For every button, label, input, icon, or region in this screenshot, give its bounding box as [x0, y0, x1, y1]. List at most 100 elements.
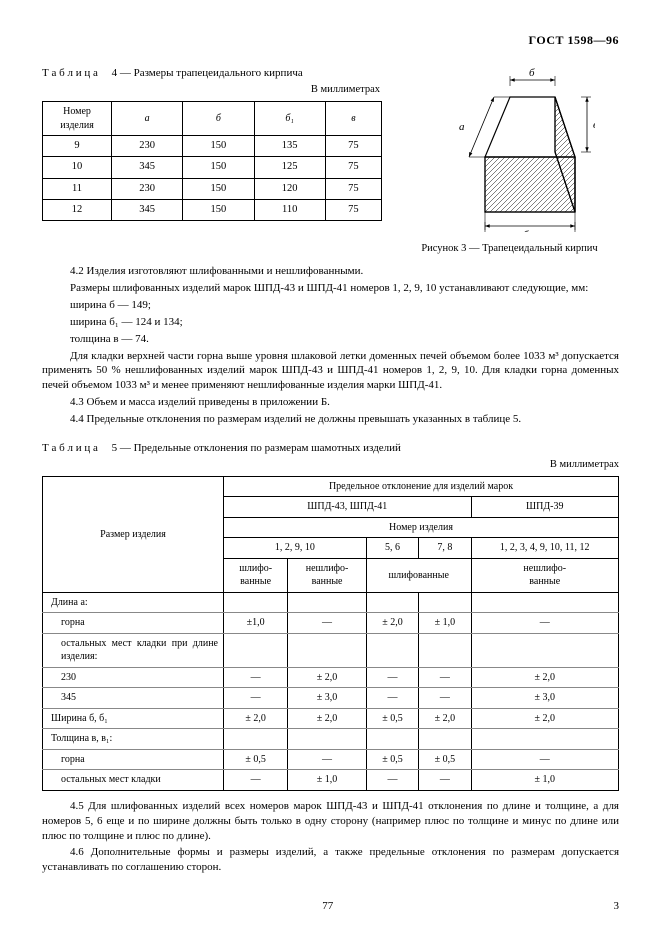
table5-cell: — [288, 749, 367, 770]
table5-rowlabel: остальных мест кладки при длине изделия: [43, 633, 224, 667]
table5-cell [366, 633, 418, 667]
table5-rowlabel: Толщина в, в₁: [43, 729, 224, 750]
table4-cell: 12 [43, 199, 112, 220]
paragraph: 4.2 Изделия изготовляют шлифованными и н… [42, 264, 619, 279]
table5-name: Предельные отклонения по размерам шамотн… [134, 442, 401, 454]
table4-cell: 120 [254, 178, 325, 199]
table5-cell: — [419, 667, 471, 688]
table5-rowlabel: Ширина б, б₁ [43, 708, 224, 729]
table5-cell [288, 592, 367, 613]
table5-cell: ± 3,0 [288, 688, 367, 709]
svg-text:a: a [459, 121, 465, 133]
table4-cell: 75 [325, 157, 381, 178]
table5-header: шлифо-ванные [224, 558, 288, 592]
table5-rowlabel: 345 [43, 688, 224, 709]
table5-header: Номер изделия [224, 517, 619, 538]
table5-rowlabel: горна [43, 613, 224, 634]
table5-cell [419, 592, 471, 613]
table5-prefix: Т а б л и ц а 5 — [42, 442, 131, 454]
table5-cell [471, 592, 619, 613]
table5-cell: ± 3,0 [471, 688, 619, 709]
figure3-diagram: бaвб₁ [425, 62, 595, 232]
table5-cell: — [224, 667, 288, 688]
paragraph: ширина б — 149; [42, 298, 619, 313]
top-section: Т а б л и ц а 4 — Размеры трапецеидально… [42, 62, 619, 256]
table5-header: 7, 8 [419, 538, 471, 559]
table5-cell: — [288, 613, 367, 634]
table4: Номер изделияaбб₁в 923015013575103451501… [42, 101, 382, 221]
table5-cell: ± 2,0 [288, 667, 367, 688]
table5-header: Предельное отклонение для изделий марок [224, 476, 619, 497]
paragraph: 4.5 Для шлифованных изделий всех номеров… [42, 799, 619, 844]
body-paragraphs-1: 4.2 Изделия изготовляют шлифованными и н… [42, 264, 619, 426]
table5-cell [224, 729, 288, 750]
table5-cell: ± 1,0 [288, 770, 367, 791]
table4-cell: 230 [112, 136, 183, 157]
table5-header: нешлифо-ванные [288, 558, 367, 592]
footer-right: 3 [614, 899, 620, 914]
table4-cell: 110 [254, 199, 325, 220]
table4-cell: 75 [325, 136, 381, 157]
doc-header: ГОСТ 1598—96 [42, 32, 619, 48]
table5-cell [366, 729, 418, 750]
table4-prefix: Т а б л и ц а 4 — [42, 67, 131, 79]
svg-text:в: в [593, 119, 595, 131]
table5-cell: — [366, 770, 418, 791]
table5-cell: ± 0,5 [366, 749, 418, 770]
table4-header: a [112, 102, 183, 136]
table5-cell: — [224, 688, 288, 709]
table4-unit: В миллиметрах [42, 83, 380, 97]
paragraph: 4.6 Дополнительные формы и размеры издел… [42, 845, 619, 875]
table4-cell: 150 [183, 136, 254, 157]
table4-header: Номер изделия [43, 102, 112, 136]
paragraph: Размеры шлифованных изделий марок ШПД-43… [42, 281, 619, 296]
table5-cell [224, 633, 288, 667]
table5-cell [288, 729, 367, 750]
table4-cell: 345 [112, 157, 183, 178]
table4-cell: 125 [254, 157, 325, 178]
table5-cell: ± 2,0 [419, 708, 471, 729]
body-paragraphs-2: 4.5 Для шлифованных изделий всех номеров… [42, 799, 619, 875]
table5-rowlabel: Длина а: [43, 592, 224, 613]
table5: Размер изделияПредельное отклонение для … [42, 476, 619, 791]
table4-title: Т а б л и ц а 4 — Размеры трапецеидально… [42, 66, 382, 81]
table5-cell: ± 0,5 [224, 749, 288, 770]
table4-cell: 150 [183, 199, 254, 220]
table5-cell [471, 633, 619, 667]
table4-cell: 11 [43, 178, 112, 199]
table5-cell: ± 1,0 [471, 770, 619, 791]
table5-rowlabel: 230 [43, 667, 224, 688]
table5-cell: ± 1,0 [419, 613, 471, 634]
table5-rowlabel: остальных мест кладки [43, 770, 224, 791]
table5-cell: ± 0,5 [366, 708, 418, 729]
table5-header: Размер изделия [43, 476, 224, 592]
table4-cell: 75 [325, 178, 381, 199]
table5-cell: — [471, 749, 619, 770]
table4-cell: 230 [112, 178, 183, 199]
table5-cell [471, 729, 619, 750]
table4-header: б₁ [254, 102, 325, 136]
table5-cell: — [419, 688, 471, 709]
paragraph: 4.4 Предельные отклонения по размерам из… [42, 412, 619, 427]
table4-cell: 10 [43, 157, 112, 178]
table5-header: ШПД-39 [471, 497, 619, 518]
table5-cell: ± 2,0 [471, 708, 619, 729]
table4-cell: 9 [43, 136, 112, 157]
paragraph: Для кладки верхней части горна выше уров… [42, 349, 619, 394]
table4-cell: 135 [254, 136, 325, 157]
table5-cell [366, 592, 418, 613]
paragraph: толщина в — 74. [42, 332, 619, 347]
svg-text:б: б [529, 67, 535, 79]
table4-cell: 345 [112, 199, 183, 220]
table5-cell: — [471, 613, 619, 634]
table5-rowlabel: горна [43, 749, 224, 770]
table5-header: 1, 2, 3, 4, 9, 10, 11, 12 [471, 538, 619, 559]
table5-cell: ± 0,5 [419, 749, 471, 770]
paragraph: 4.3 Объем и масса изделий приведены в пр… [42, 395, 619, 410]
table5-cell: — [224, 770, 288, 791]
table4-name: Размеры трапецеидального кирпича [134, 67, 303, 79]
table5-header: шлифованные [366, 558, 471, 592]
table5-cell: — [366, 667, 418, 688]
table5-cell [288, 633, 367, 667]
table5-header: 5, 6 [366, 538, 418, 559]
